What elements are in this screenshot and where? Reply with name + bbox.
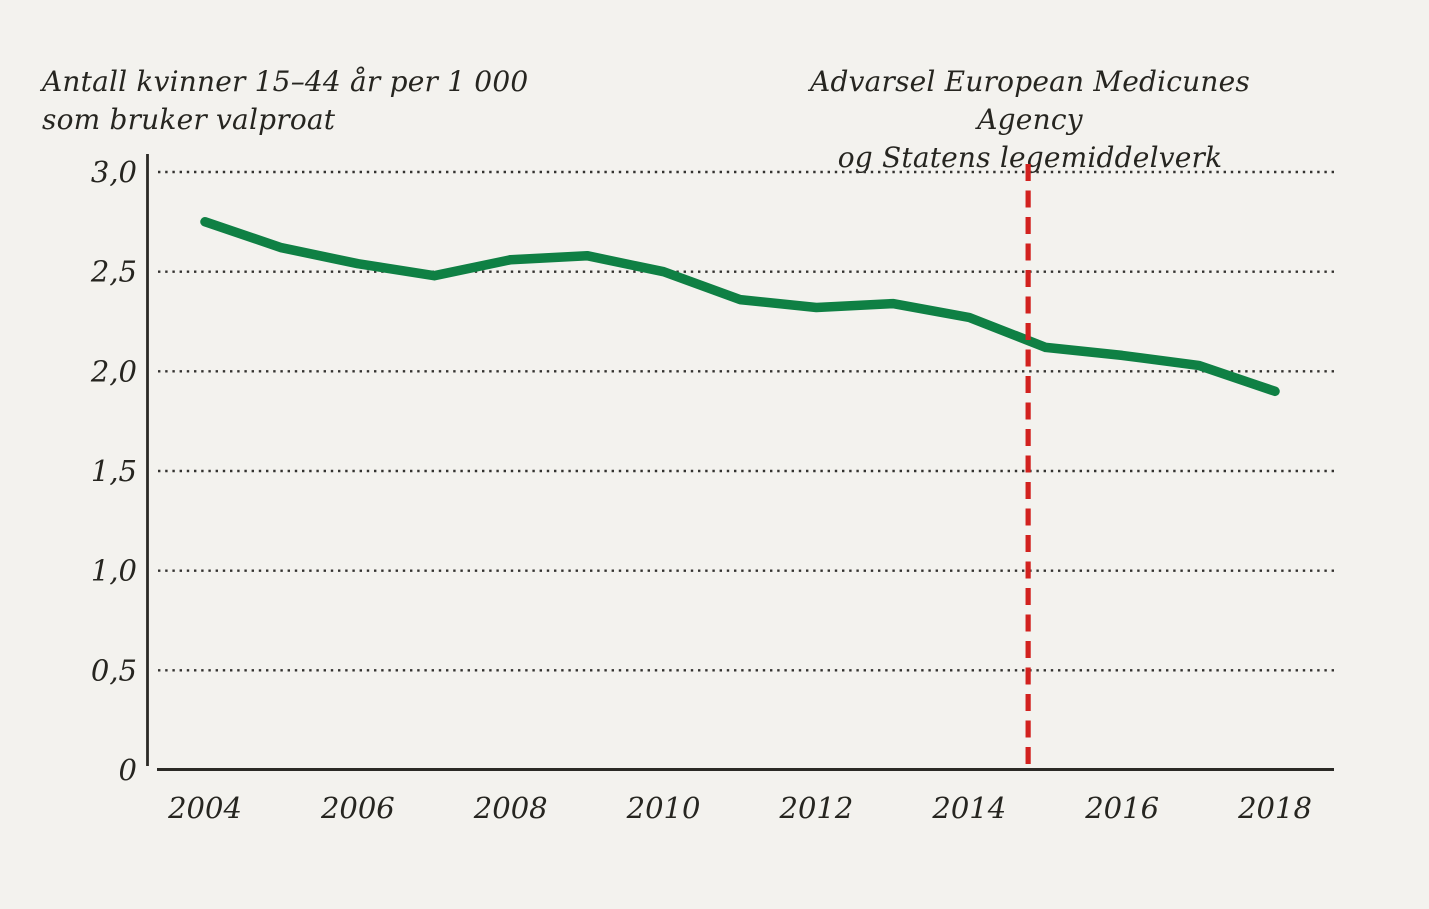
y-tick-label: 1,0: [91, 554, 137, 588]
y-tick-label: 1,5: [91, 454, 137, 488]
y-tick-label: 0: [119, 753, 137, 787]
x-tick-label: 2010: [626, 791, 701, 825]
y-axis-title-line-1: Antall kvinner 15–44 år per 1 000: [42, 65, 529, 98]
x-tick-label: 2006: [320, 791, 395, 825]
x-tick-label: 2004: [167, 791, 242, 825]
y-axis-title: Antall kvinner 15–44 år per 1 000 som br…: [42, 63, 528, 139]
event-annotation-line-1: Advarsel European Medicunes Agency: [810, 65, 1250, 136]
y-tick-label: 2,5: [90, 255, 137, 289]
y-axis-title-line-2: som bruker valproat: [42, 103, 336, 136]
x-tick-label: 2018: [1237, 791, 1312, 825]
x-tick-label: 2012: [779, 791, 854, 825]
x-tick-label: 2014: [931, 791, 1006, 825]
y-tick-label: 0,5: [91, 653, 137, 687]
y-tick-label: 2,0: [90, 354, 137, 388]
series-line: [200, 217, 1280, 397]
y-tick-label: 3,0: [91, 155, 137, 189]
x-tick-label: 2008: [473, 791, 548, 825]
x-tick-label: 2016: [1084, 791, 1159, 825]
